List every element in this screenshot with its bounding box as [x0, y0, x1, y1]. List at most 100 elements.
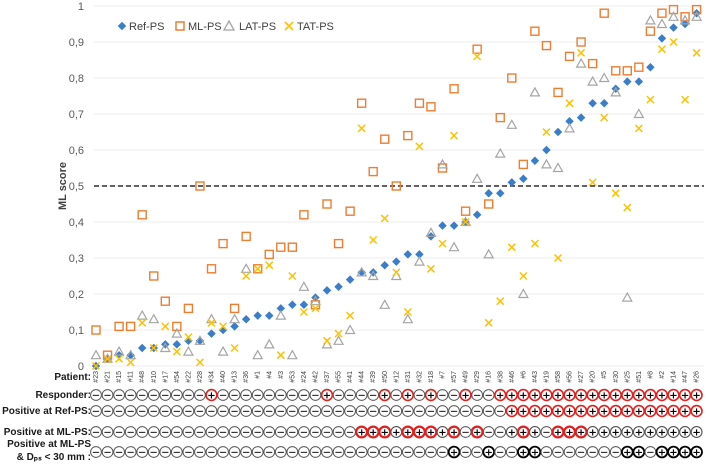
patient-tick-label: #41 [347, 371, 354, 383]
point-lat-ps [506, 119, 518, 129]
point-ml-ps [403, 130, 413, 141]
minus-circle [274, 446, 287, 458]
minus-circle [240, 405, 253, 417]
patient-tick-label: #18 [428, 371, 435, 383]
minus-symbol: − [196, 407, 204, 418]
minus-symbol: − [126, 448, 134, 459]
minus-symbol: − [265, 391, 273, 402]
point-lat-ps [379, 299, 391, 309]
point-ml-ps [380, 134, 390, 144]
point-ml-ps [645, 26, 656, 36]
plus-symbol: + [508, 428, 516, 439]
minus-symbol: − [473, 407, 481, 418]
point-lat-ps [263, 338, 275, 349]
point-tat-ps [288, 271, 297, 281]
point-tat-ps [115, 354, 124, 363]
minus-symbol: − [277, 428, 285, 439]
minus-symbol: − [92, 448, 100, 459]
minus-circle [90, 426, 102, 438]
point-lat-ps [309, 295, 321, 306]
plus-symbol: + [635, 407, 643, 418]
minus-symbol: − [334, 391, 342, 402]
minus-symbol: − [196, 391, 204, 402]
patient-tick-label: #57 [451, 371, 458, 383]
plus-symbol: + [612, 407, 620, 418]
minus-circle [101, 446, 114, 458]
point-tat-ps [103, 354, 112, 363]
point-lat-ps [159, 342, 171, 353]
y-tick-label: 0,9 [69, 37, 84, 49]
minus-symbol: − [427, 448, 435, 459]
patient-tick-label: #25 [624, 371, 631, 383]
minus-symbol: − [184, 428, 192, 439]
plus-symbol: + [577, 407, 585, 418]
point-lat-ps [436, 158, 449, 169]
point-tat-ps [357, 124, 366, 133]
minus-circle [251, 389, 264, 401]
minus-circle [332, 405, 345, 417]
point-lat-ps [90, 349, 102, 360]
plus-circle [690, 445, 703, 459]
point-lat-ps [667, 11, 680, 21]
plus-symbol: + [635, 428, 643, 439]
minus-symbol: − [207, 407, 215, 418]
patient-tick-label: #12 [393, 371, 400, 383]
point-ml-ps [183, 303, 194, 314]
point-ml-ps [507, 73, 517, 83]
plus-symbol: + [519, 428, 527, 439]
patient-tick-label: #17 [162, 371, 169, 383]
minus-symbol: − [219, 448, 227, 459]
minus-symbol: − [323, 407, 331, 418]
point-ml-ps [530, 26, 540, 36]
minus-symbol: − [369, 407, 377, 418]
plus-circle [690, 404, 703, 418]
point-tat-ps [646, 95, 655, 104]
plus-symbol: + [461, 391, 469, 402]
patient-tick-label: #16 [486, 371, 493, 383]
point-lat-ps [471, 173, 483, 183]
minus-circle [136, 389, 149, 401]
point-ml-ps [553, 87, 563, 98]
point-ml-ps [691, 4, 702, 15]
point-ref-ps [542, 145, 551, 155]
minus-circle [344, 405, 357, 417]
y-tick-label: 0,1 [69, 325, 84, 337]
point-ml-ps [114, 321, 124, 332]
minus-circle [205, 405, 218, 417]
point-ref-ps [172, 340, 182, 349]
point-ml-ps [460, 206, 471, 216]
point-ref-ps [241, 314, 251, 324]
minus-circle [286, 446, 299, 458]
plus-symbol: + [415, 428, 423, 439]
minus-symbol: − [138, 407, 146, 418]
minus-symbol: − [219, 391, 227, 402]
point-lat-ps [113, 345, 125, 356]
minus-symbol: − [346, 407, 354, 418]
plus-circle [424, 425, 438, 439]
patient-tick-label: #42 [312, 371, 319, 383]
minus-circle [321, 446, 333, 458]
minus-symbol: − [115, 428, 123, 439]
plus-symbol: + [692, 407, 700, 418]
plus-circle [586, 426, 599, 438]
minus-symbol: − [230, 391, 238, 402]
point-lat-ps [529, 86, 541, 97]
patient-tick-label: #7 [440, 371, 447, 379]
minus-circle [436, 389, 449, 401]
minus-symbol: − [196, 448, 204, 459]
minus-symbol: − [173, 407, 181, 418]
minus-circle [378, 405, 391, 417]
point-lat-ps [194, 335, 206, 345]
patient-tick-label: #30 [613, 371, 620, 383]
minus-circle [332, 389, 345, 401]
minus-symbol: − [392, 391, 400, 402]
patient-tick-label: #10 [151, 371, 158, 383]
minus-symbol: − [415, 448, 423, 459]
minus-circle [228, 405, 241, 417]
patient-tick-label: #8 [647, 371, 654, 379]
point-ref-ps [415, 250, 424, 259]
point-tat-ps [172, 347, 181, 356]
minus-symbol: − [254, 407, 262, 418]
point-lat-ps [460, 216, 472, 227]
